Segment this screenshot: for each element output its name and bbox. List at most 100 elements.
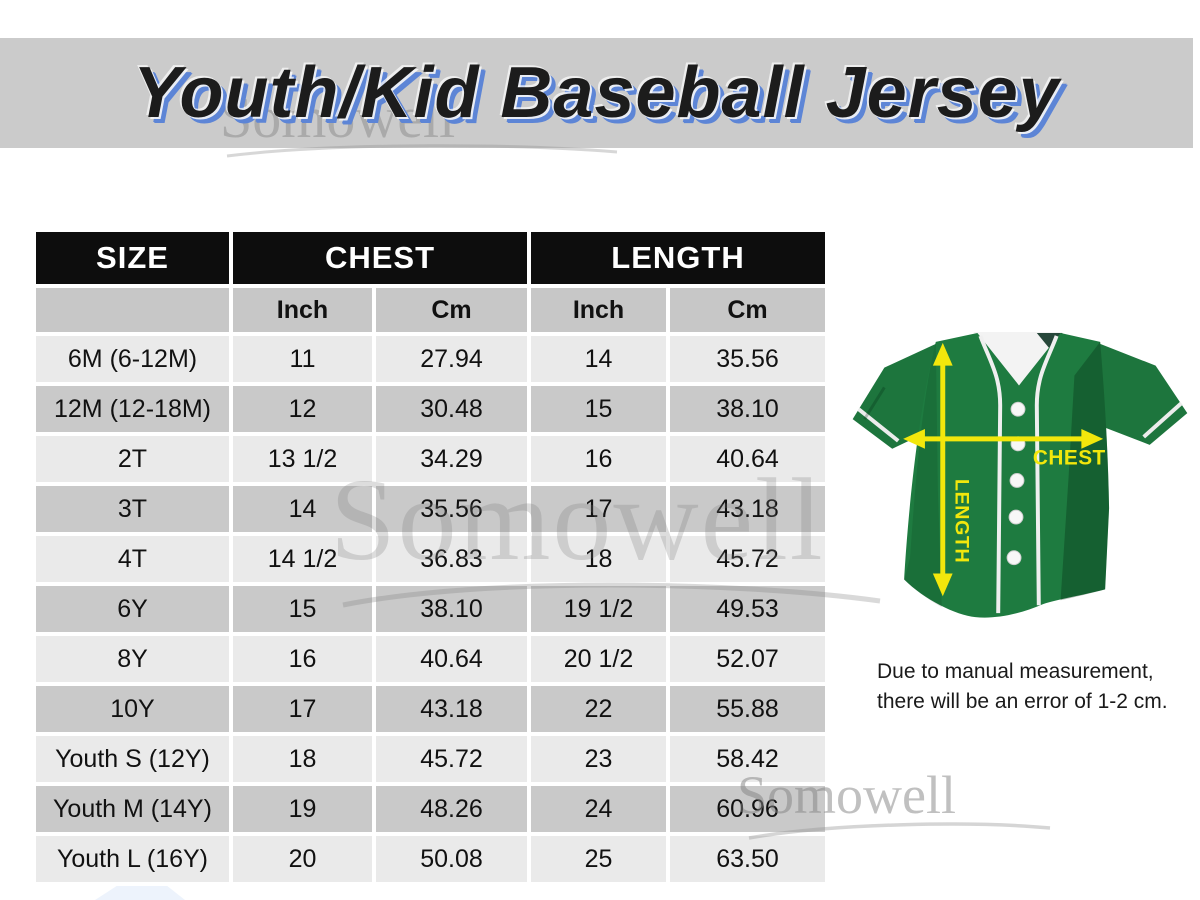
cell-value: 15 [233, 586, 372, 632]
col-header-length: LENGTH [531, 232, 826, 284]
cell-size: Youth L (16Y) [36, 836, 229, 882]
jersey-body [904, 332, 1110, 618]
cell-value: 45.72 [670, 536, 826, 582]
cell-value: 52.07 [670, 636, 826, 682]
cell-value: 50.08 [376, 836, 528, 882]
cell-value: 18 [233, 736, 372, 782]
cell-value: 43.18 [376, 686, 528, 732]
unit-header-length-cm: Cm [670, 288, 826, 332]
cell-value: 55.88 [670, 686, 826, 732]
sleeve-fold [863, 386, 886, 420]
note-line-1: Due to manual measurement, [877, 660, 1154, 683]
cell-value: 27.94 [376, 336, 528, 382]
jersey-shading [1060, 341, 1110, 601]
cell-size: Youth S (12Y) [36, 736, 229, 782]
cell-size: 6M (6-12M) [36, 336, 229, 382]
cell-size: Youth M (14Y) [36, 786, 229, 832]
cell-value: 22 [531, 686, 667, 732]
cell-value: 17 [233, 686, 372, 732]
jersey-figure: CHEST LENGTH [843, 330, 1193, 627]
cell-value: 38.10 [670, 386, 826, 432]
cell-value: 35.56 [670, 336, 826, 382]
jersey-buttons [1006, 401, 1026, 566]
cell-value: 12 [233, 386, 372, 432]
cell-value: 25 [531, 836, 667, 882]
cell-value: 43.18 [670, 486, 826, 532]
unit-header-empty [36, 288, 229, 332]
header-row: SIZE CHEST LENGTH [36, 232, 826, 284]
table-row: Youth L (16Y) 20 50.08 25 63.50 [36, 836, 826, 882]
cell-value: 14 [531, 336, 667, 382]
unit-header-length-inch: Inch [531, 288, 667, 332]
length-arrow [932, 342, 953, 597]
right-cuff-stripe [1142, 401, 1183, 439]
cell-size: 10Y [36, 686, 229, 732]
cell-value: 17 [531, 486, 667, 532]
cell-size: 8Y [36, 636, 229, 682]
cell-value: 63.50 [670, 836, 826, 882]
cell-value: 30.48 [376, 386, 528, 432]
left-cuff-stripe [857, 407, 900, 443]
note-line-2: there will be an error of 1-2 cm. [877, 690, 1168, 714]
table-row: 3T 14 35.56 17 43.18 [36, 486, 826, 532]
cell-value: 14 1/2 [233, 536, 372, 582]
size-chart-table: SIZE CHEST LENGTH Inch Cm Inch Cm 6M (6-… [32, 228, 830, 886]
cell-value: 45.72 [376, 736, 528, 782]
table-row: 8Y 16 40.64 20 1/2 52.07 [36, 636, 826, 682]
placket-piping-left [978, 335, 1003, 614]
cell-value: 24 [531, 786, 667, 832]
chest-label: CHEST [1033, 447, 1106, 470]
cell-value: 35.56 [376, 486, 528, 532]
cell-value: 14 [233, 486, 372, 532]
cell-value: 20 [233, 836, 372, 882]
cell-value: 11 [233, 336, 372, 382]
cell-value: 13 1/2 [233, 436, 372, 482]
cell-value: 34.29 [376, 436, 528, 482]
cell-value: 16 [531, 436, 667, 482]
unit-header-chest-inch: Inch [233, 288, 372, 332]
table-row: 10Y 17 43.18 22 55.88 [36, 686, 826, 732]
cell-size: 12M (12-18M) [36, 386, 229, 432]
table-row: 12M (12-18M) 12 30.48 15 38.10 [36, 386, 826, 432]
chest-arrow [903, 429, 1104, 449]
page-title: Youth/Kid Baseball Jersey [133, 53, 1060, 133]
cell-value: 19 1/2 [531, 586, 667, 632]
cell-size: 6Y [36, 586, 229, 632]
jersey-shading-left [904, 341, 942, 608]
table-row: 4T 14 1/2 36.83 18 45.72 [36, 536, 826, 582]
watermark-swoosh [226, 144, 618, 158]
cell-value: 23 [531, 736, 667, 782]
cell-size: 4T [36, 536, 229, 582]
title-banner: Somowell Youth/Kid Baseball Jersey [0, 38, 1193, 158]
cell-value: 40.64 [376, 636, 528, 682]
size-table-body: 6M (6-12M) 11 27.94 14 35.56 12M (12-18M) 12 30… [36, 336, 826, 882]
unit-header-row: Inch Cm Inch Cm [36, 288, 826, 332]
cell-size: 2T [36, 436, 229, 482]
cell-value: 40.64 [670, 436, 826, 482]
length-label: LENGTH [951, 479, 973, 563]
cell-value: 49.53 [670, 586, 826, 632]
cell-value: 48.26 [376, 786, 528, 832]
table-row: 2T 13 1/2 34.29 16 40.64 [36, 436, 826, 482]
col-header-chest: CHEST [233, 232, 528, 284]
cell-value: 38.10 [376, 586, 528, 632]
cell-value: 15 [531, 386, 667, 432]
col-header-size: SIZE [36, 232, 229, 284]
jersey-collar-lining [973, 331, 1063, 390]
unit-header-chest-cm: Cm [376, 288, 528, 332]
jersey-graphic: CHEST LENGTH [852, 331, 1188, 618]
table-row: 6Y 15 38.10 19 1/2 49.53 [36, 586, 826, 632]
table-row: 6M (6-12M) 11 27.94 14 35.56 [36, 336, 826, 382]
cell-value: 36.83 [376, 536, 528, 582]
table-row: Youth S (12Y) 18 45.72 23 58.42 [36, 736, 826, 782]
cell-value: 18 [531, 536, 667, 582]
cell-value: 58.42 [670, 736, 826, 782]
measurement-note: Due to manual measurement, there will be… [877, 657, 1187, 718]
cell-value: 20 1/2 [531, 636, 667, 682]
placket-piping-right [1034, 335, 1059, 606]
table-row: Youth M (14Y) 19 48.26 24 60.96 [36, 786, 826, 832]
cell-size: 3T [36, 486, 229, 532]
cell-value: 16 [233, 636, 372, 682]
jersey-right-sleeve [1098, 343, 1188, 445]
